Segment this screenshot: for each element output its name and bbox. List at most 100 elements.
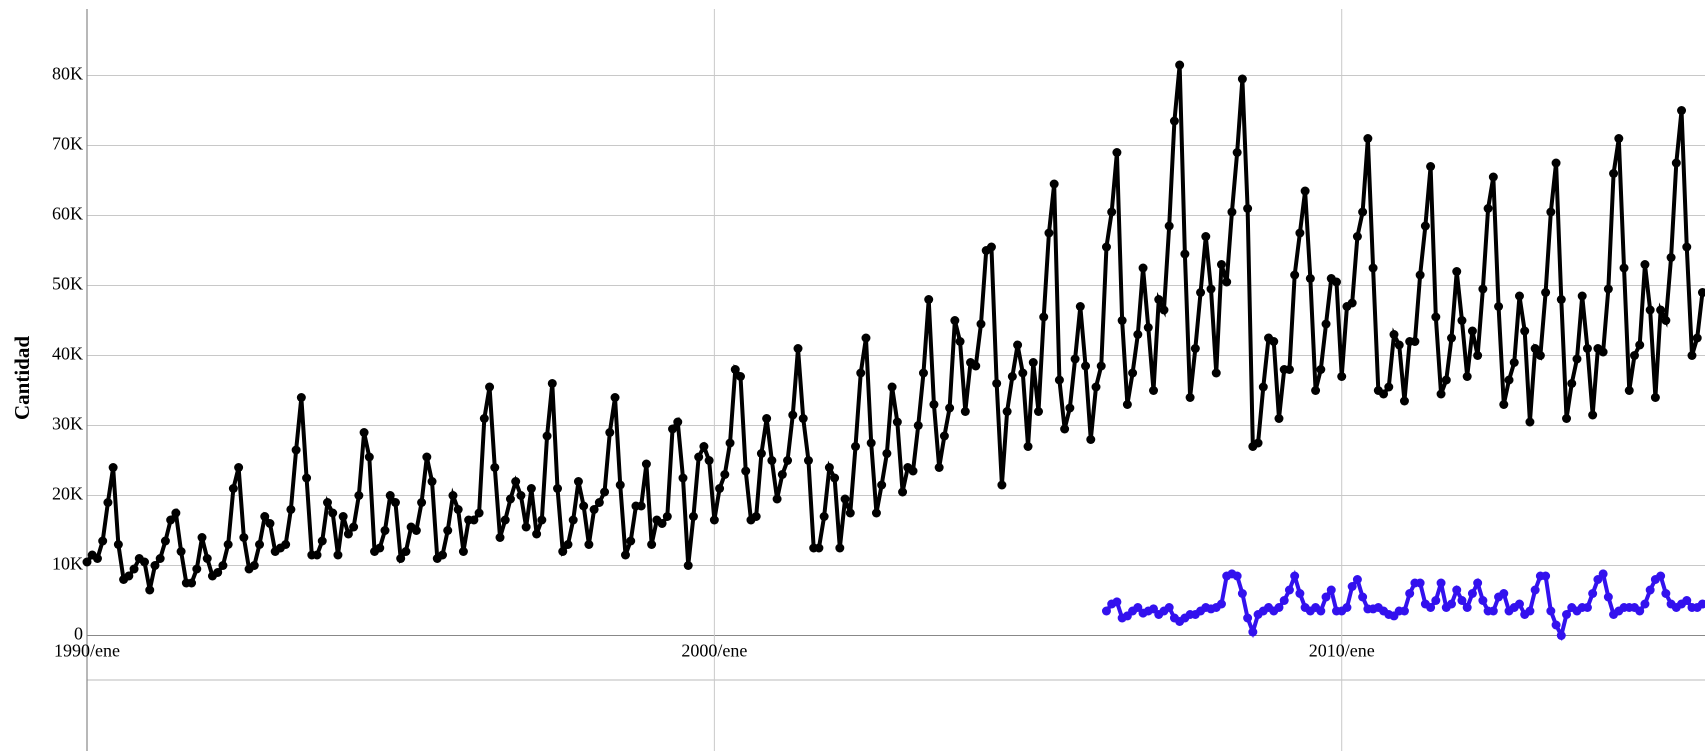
data-point <box>662 512 672 521</box>
data-point <box>720 470 730 479</box>
data-point <box>751 512 761 521</box>
data-point <box>1588 410 1598 420</box>
data-point <box>793 344 803 353</box>
data-point <box>1614 134 1624 143</box>
data-point <box>265 519 275 528</box>
data-point <box>971 361 981 371</box>
data-point <box>1551 158 1561 168</box>
data-point <box>1368 263 1378 273</box>
data-point <box>1504 375 1514 385</box>
data-point <box>783 456 793 465</box>
data-point <box>1525 417 1535 427</box>
data-point <box>563 540 573 549</box>
data-point <box>1467 326 1477 336</box>
data-point <box>1410 337 1420 346</box>
data-point <box>694 452 704 462</box>
data-point <box>1243 204 1253 213</box>
y-tick-label: 70K <box>52 134 83 154</box>
data-point <box>1661 316 1671 325</box>
data-point <box>1441 375 1451 385</box>
data-point <box>1661 589 1671 598</box>
data-point <box>160 536 170 546</box>
data-point <box>1598 569 1608 579</box>
y-axis-label: Cantidad <box>10 336 34 420</box>
data-point <box>1514 599 1524 609</box>
data-point <box>1640 599 1650 609</box>
data-point <box>1546 606 1556 616</box>
data-point <box>1013 340 1023 350</box>
y-tick-label: 40K <box>52 344 83 364</box>
data-point <box>1436 389 1446 399</box>
data-point <box>1562 610 1572 619</box>
data-point <box>929 400 939 409</box>
data-point <box>1049 179 1059 189</box>
data-point <box>1290 270 1300 280</box>
data-point <box>1243 613 1253 623</box>
data-point <box>155 554 165 563</box>
y-tick-label: 30K <box>52 414 83 434</box>
data-point <box>605 428 615 437</box>
data-point <box>92 554 102 563</box>
data-point <box>417 498 427 507</box>
data-point <box>600 487 610 497</box>
data-point <box>192 564 202 574</box>
data-point <box>887 382 897 392</box>
data-point <box>364 452 374 462</box>
data-point <box>1321 592 1331 602</box>
data-point <box>610 393 620 402</box>
y-tick-label: 20K <box>52 484 83 504</box>
data-point <box>1405 589 1415 598</box>
data-point <box>1091 382 1101 392</box>
data-point <box>1656 571 1666 581</box>
data-point <box>438 550 448 560</box>
data-point <box>1640 260 1650 269</box>
data-point <box>1399 606 1409 616</box>
data-point <box>1169 116 1179 126</box>
data-point <box>1499 400 1509 409</box>
data-point <box>762 414 772 423</box>
data-point <box>1352 232 1362 241</box>
data-point <box>772 494 782 504</box>
data-point <box>709 515 719 525</box>
data-point <box>1248 627 1258 637</box>
data-point <box>385 491 395 500</box>
data-point <box>647 540 657 549</box>
data-point <box>1284 585 1294 595</box>
data-point <box>1582 344 1592 353</box>
data-point <box>986 242 996 252</box>
data-point <box>1342 603 1352 612</box>
data-point <box>474 508 484 518</box>
data-point <box>960 407 970 416</box>
data-point <box>1514 291 1524 301</box>
data-point <box>1426 603 1436 612</box>
data-point <box>1039 312 1049 322</box>
data-point <box>495 533 505 542</box>
data-point <box>1499 589 1509 598</box>
data-point <box>427 477 437 486</box>
data-point <box>286 505 296 514</box>
data-point <box>234 463 244 472</box>
x-tick-label: 2000/ene <box>681 641 747 661</box>
data-point <box>1431 312 1441 322</box>
y-tick-label: 60K <box>52 204 83 224</box>
data-point <box>547 379 557 388</box>
data-point <box>448 491 458 500</box>
data-point <box>1473 578 1483 588</box>
series-line <box>1104 569 1704 642</box>
data-point <box>108 463 118 472</box>
data-point <box>1101 242 1111 252</box>
data-point <box>945 403 955 413</box>
data-point <box>1488 606 1498 616</box>
data-point <box>1316 606 1326 616</box>
data-point <box>918 368 928 378</box>
data-point <box>171 508 181 518</box>
data-point <box>934 463 944 472</box>
data-point <box>1478 596 1488 605</box>
data-point <box>516 491 526 500</box>
data-point <box>1520 326 1530 336</box>
data-point <box>1290 571 1300 581</box>
data-point <box>485 382 495 392</box>
data-point <box>296 393 306 402</box>
data-point <box>124 571 134 581</box>
y-tick-label: 50K <box>52 274 83 294</box>
